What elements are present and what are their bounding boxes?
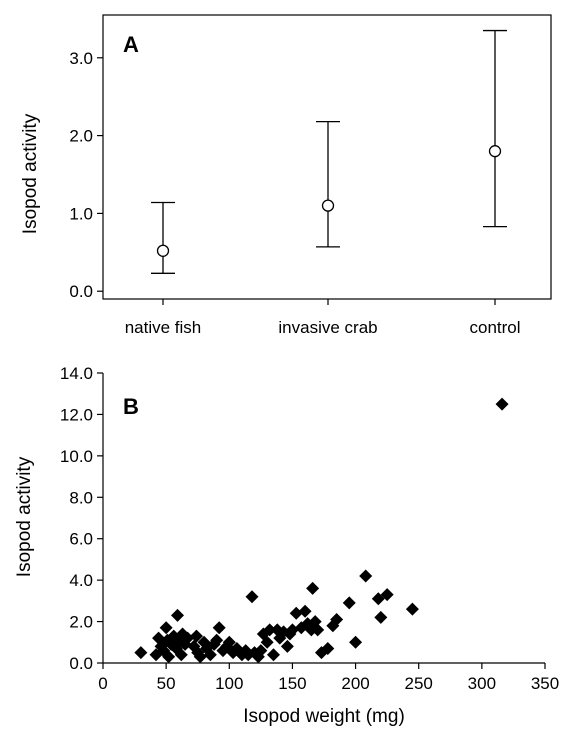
mean-marker: [321, 199, 335, 212]
scatter-point: [349, 635, 363, 649]
scatter-point: [306, 581, 320, 595]
scatter-point: [289, 606, 303, 620]
panel-a-category-label: native fish: [125, 318, 202, 337]
panel-a-xticks: native fish invasive crab control: [125, 299, 521, 337]
panel-a-ytick-label: 2.0: [69, 127, 93, 146]
panel-a-category-label: control: [469, 318, 520, 337]
scatter-point: [181, 631, 195, 645]
panel-b: B Isopod activity Isopod weight (mg) 0.0…: [14, 364, 559, 727]
panel-b-yticks: 0.0 2.0 4.0 6.0 8.0 10.0 12.0 14.0: [60, 364, 103, 673]
panel-b-ylabel: Isopod activity: [14, 456, 35, 577]
scatter-point: [266, 648, 280, 662]
panel-b-ytick-label: 6.0: [69, 530, 93, 549]
panel-a-ytick-label: 0.0: [69, 282, 93, 301]
panel-b-xtick-label: 0: [98, 674, 107, 693]
scatter-point: [260, 635, 274, 649]
scatter-point: [374, 610, 388, 624]
scatter-point: [159, 621, 173, 635]
panel-b-xtick-label: 100: [215, 674, 243, 693]
scatter-point: [330, 613, 344, 626]
panel-b-xtick-label: 200: [341, 674, 369, 693]
panel-a-ylabel: Isopod activity: [20, 113, 41, 234]
scatter-point: [263, 623, 277, 637]
scatter-point: [212, 621, 226, 635]
scatter-point: [342, 596, 356, 610]
panel-b-ytick-label: 12.0: [60, 405, 93, 424]
panel-a-yticks: 0.0 1.0 2.0 3.0: [69, 49, 103, 301]
panel-b-ytick-label: 4.0: [69, 571, 93, 590]
scatter-point: [171, 608, 185, 622]
scatter-point: [134, 646, 148, 660]
scatter-point: [321, 642, 335, 655]
scatter-point: [254, 644, 268, 658]
panel-a: A Isopod activity 0.0 1.0 2.0 3.0 native fi…: [20, 14, 552, 337]
scatter-point: [222, 635, 236, 649]
panel-b-xtick-label: 350: [531, 674, 559, 693]
panel-b-ytick-label: 0.0: [69, 654, 93, 673]
panel-b-xtick-label: 150: [278, 674, 306, 693]
scatter-point: [495, 397, 509, 411]
panel-a-marks: [151, 29, 507, 274]
panel-b-ytick-label: 10.0: [60, 447, 93, 466]
scatter-point: [405, 602, 419, 616]
panel-b-xtick-label: 50: [157, 674, 176, 693]
scatter-point: [203, 648, 217, 662]
scatter-point: [210, 633, 224, 647]
scatter-point: [359, 569, 373, 583]
panel-b-points: [134, 397, 509, 664]
scatter-point: [380, 588, 394, 602]
panel-a-frame: [102, 14, 552, 300]
panel-b-label: B: [123, 394, 139, 419]
scatter-point: [245, 590, 259, 604]
panel-b-xticks: 0 50 100 150 200 250 300 350: [98, 663, 559, 693]
panel-b-xtick-label: 250: [405, 674, 433, 693]
mean-marker: [156, 244, 170, 257]
scatter-point: [174, 648, 188, 662]
scatter-point: [298, 604, 312, 618]
scatter-point: [311, 623, 325, 637]
panel-b-xtick-label: 300: [468, 674, 496, 693]
mean-marker: [488, 145, 502, 158]
panel-a-label: A: [123, 32, 139, 57]
scatter-point: [162, 650, 176, 664]
panel-a-ytick-label: 1.0: [69, 204, 93, 223]
scatter-point: [285, 623, 299, 637]
panel-a-category-label: invasive crab: [278, 318, 377, 337]
panel-b-ytick-label: 2.0: [69, 613, 93, 632]
panel-a-ytick-label: 3.0: [69, 49, 93, 68]
scatter-point: [193, 650, 207, 664]
scatter-point: [189, 629, 203, 643]
panel-b-xlabel: Isopod weight (mg): [243, 706, 405, 727]
panel-b-ytick-label: 8.0: [69, 488, 93, 507]
panel-b-ytick-label: 14.0: [60, 364, 93, 383]
scatter-point: [280, 639, 294, 653]
